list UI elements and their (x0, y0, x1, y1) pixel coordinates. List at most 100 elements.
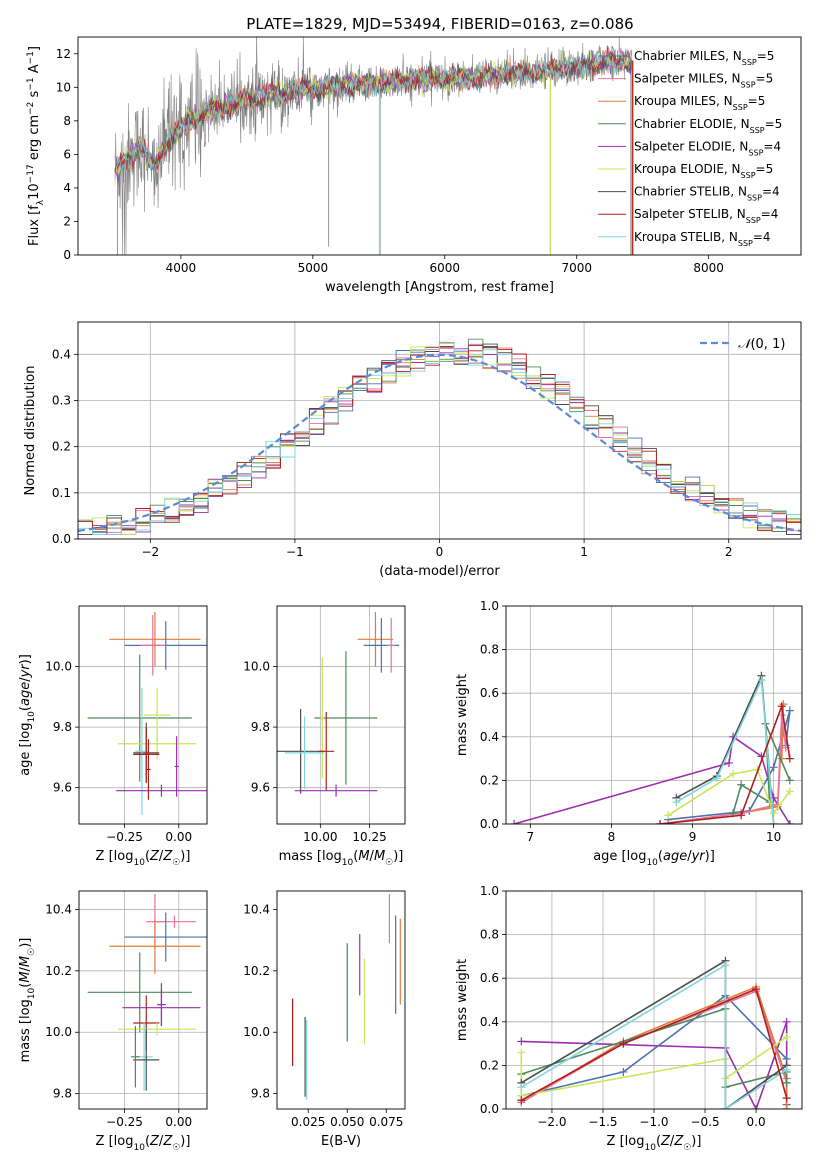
legend-label-5: Salpeter ELODIE, NSSP=4 (634, 139, 781, 157)
data-point-3 (139, 615, 166, 676)
panel-spectrum: 4000 5000 6000 7000 8000 0 2 4 6 8 10 12 Chabrier MI… (26, 36, 802, 295)
plot-area (79, 891, 207, 1109)
weight-marker (737, 811, 746, 820)
weight-marker (619, 1039, 628, 1048)
y-tick-label: 0.0 (480, 817, 499, 831)
weight-marker (721, 1105, 730, 1109)
weight-marker (510, 820, 519, 824)
y-tick-label: 0.1 (52, 486, 71, 500)
weight-marker (757, 676, 766, 685)
weight-marker (752, 985, 761, 994)
weight-marker (725, 758, 734, 767)
data-point-7 (284, 716, 325, 790)
legend-label-8: Salpeter STELIB, NSSP=4 (634, 207, 778, 225)
weight-marker (737, 780, 746, 789)
panel-mass-vs-Z: −0.25 0.00 9.8 10.0 10.2 10.4 Z [log10(Z/Z☉)] m… (18, 890, 208, 1153)
x-tick-label: 0.00 (165, 830, 192, 844)
axes-frame (276, 605, 406, 825)
x-axis-label: mass [log10(M/M☉)] (279, 849, 404, 868)
y-tick-label: 9.8 (251, 720, 270, 734)
y-tick-label: 0.6 (480, 686, 499, 700)
y-tick-label: 0.8 (480, 643, 499, 657)
axes-frame (78, 605, 208, 825)
axes-frame (505, 605, 803, 825)
weight-marker (729, 769, 738, 778)
panel-age-vs-Z: −0.25 0.00 9.6 9.8 10.0 Z [log10(Z/Z☉)] age [l… (18, 605, 208, 868)
y-tick-label: 9.8 (53, 720, 72, 734)
y-tick-label: 10.0 (243, 1025, 270, 1039)
legend-label-3: Kroupa MILES, NSSP=5 (634, 94, 765, 112)
x-tick-label: −2.0 (537, 1115, 566, 1129)
weight-marker (752, 1105, 761, 1109)
y-tick-label: 9.8 (251, 1087, 270, 1101)
weight-marker (785, 754, 794, 763)
data-point-5 (87, 952, 192, 1033)
x-axis-label: age [log10(age/yr)] (593, 849, 715, 868)
y-tick-label: 8 (63, 114, 71, 128)
weight-marker (777, 702, 786, 711)
panel-residual-histogram: −2 −1 0 1 2 0.0 0.1 0.2 0.3 0.4 𝒩(0, 1) (data-model… (23, 321, 802, 579)
y-axis-label: Flux [fλ10−17 erg cm−2 s−1 A−1] (26, 46, 46, 246)
y-tick-label: 0.0 (480, 1102, 499, 1116)
axes-frame (276, 890, 406, 1110)
data-point-9 (133, 727, 160, 782)
model-fit-9 (114, 52, 633, 177)
plot-area (78, 322, 801, 539)
legend-label-7: Chabrier STELIB, NSSP=4 (634, 185, 780, 203)
y-tick-label: 10.2 (45, 964, 72, 978)
data-point-1 (357, 612, 394, 667)
y-tick-label: 10.0 (45, 660, 72, 674)
legend-label-1: Chabrier MILES, NSSP=5 (634, 49, 774, 67)
y-tick-label: 10.4 (243, 902, 270, 916)
panel-mass-weight-vs-age: 7 8 9 10 0.0 0.2 0.4 0.6 0.8 1.0 age [log10(age/yr… (455, 599, 803, 868)
x-axis-label: Z [log10(Z/Z☉)] (96, 1134, 191, 1153)
weight-marker (785, 787, 794, 796)
weight-marker (517, 1037, 526, 1046)
x-tick-label: 8000 (693, 261, 724, 275)
x-tick-label: 10.25 (352, 830, 386, 844)
x-axis-label: wavelength [Angstrom, rest frame] (325, 280, 554, 295)
y-tick-label: 10.2 (243, 964, 270, 978)
plot-area (292, 894, 401, 1100)
y-tick-label: 6 (63, 147, 71, 161)
weight-marker (656, 820, 665, 824)
histogram-9 (78, 343, 801, 535)
weight-line (520, 988, 788, 1101)
plot-area (114, 37, 634, 255)
y-tick-label: 0 (63, 248, 71, 262)
y-tick-label: 0.6 (480, 971, 499, 985)
weight-line (675, 676, 775, 824)
x-axis-label: Z [log10(Z/Z☉)] (96, 849, 191, 868)
data-point-9 (294, 784, 378, 797)
y-tick-label: 12 (56, 47, 71, 61)
panel-age-vs-mass: 10.00 10.25 9.6 9.8 10.0 mass [log10(M/M☉)] (243, 605, 406, 868)
y-tick-label: 0.2 (480, 773, 499, 787)
x-tick-label: −1.0 (639, 1115, 668, 1129)
y-tick-label: 10 (56, 80, 71, 94)
panel-mass-weight-vs-Z: −2.0 −1.5 −1.0 −0.5 0.0 0.0 0.2 0.4 0.6 0.8 1.0 Z [… (455, 884, 803, 1153)
axes-frame (505, 890, 803, 1110)
y-tick-label: 0.2 (52, 440, 71, 454)
legend-label-4: Chabrier ELODIE, NSSP=5 (634, 117, 782, 135)
axes-frame (77, 36, 802, 256)
data-point-11 (146, 739, 151, 800)
y-tick-label: 0.0 (52, 532, 71, 546)
y-tick-label: 0.8 (480, 928, 499, 942)
y-tick-label: 10.0 (243, 660, 270, 674)
weight-marker (782, 1105, 791, 1109)
data-point-9 (118, 1023, 197, 1036)
x-tick-label: −0.25 (106, 830, 143, 844)
weight-marker (782, 1065, 791, 1074)
plot-area (277, 606, 405, 824)
weight-marker (779, 700, 788, 709)
weight-marker (769, 763, 778, 772)
legend-label-6: Kroupa ELODIE, NSSP=5 (634, 162, 773, 180)
y-tick-label: 1.0 (480, 599, 499, 613)
weight-marker (782, 1094, 791, 1103)
legend-label-normal: 𝒩(0, 1) (738, 337, 785, 352)
y-tick-label: 0.4 (480, 1015, 499, 1029)
figure-title: PLATE=1829, MJD=53494, FIBERID=0163, z=0… (246, 15, 633, 33)
data-point-3 (124, 912, 207, 962)
